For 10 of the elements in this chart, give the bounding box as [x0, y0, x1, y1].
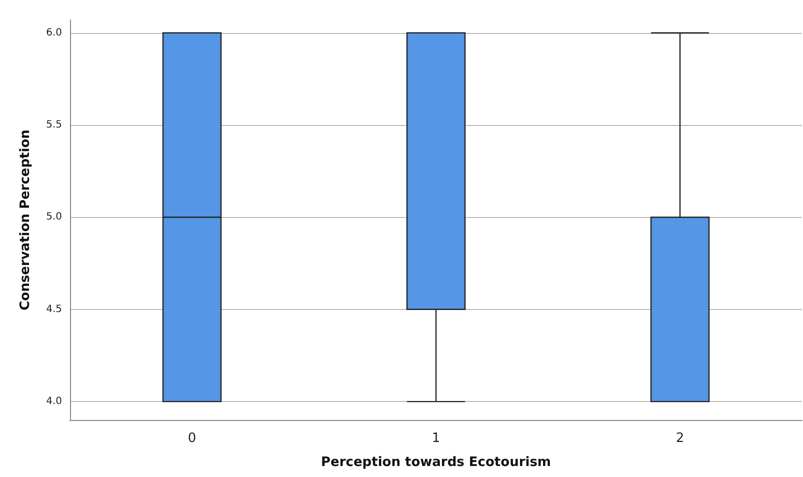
y-tick-label: 5.0 — [46, 212, 62, 223]
x-tick-label: 2 — [676, 431, 684, 446]
x-tick-label: 1 — [432, 431, 440, 446]
x-axis-title: Perception towards Ecotourism — [321, 455, 551, 470]
y-tick-label: 5.5 — [46, 120, 62, 131]
y-tick-label: 4.0 — [46, 396, 62, 408]
y-tick-label: 4.5 — [46, 304, 62, 315]
x-tick-label: 0 — [188, 431, 196, 446]
y-tick-label: 6.0 — [46, 27, 62, 38]
y-axis-title: Conservation Perception — [18, 130, 33, 310]
